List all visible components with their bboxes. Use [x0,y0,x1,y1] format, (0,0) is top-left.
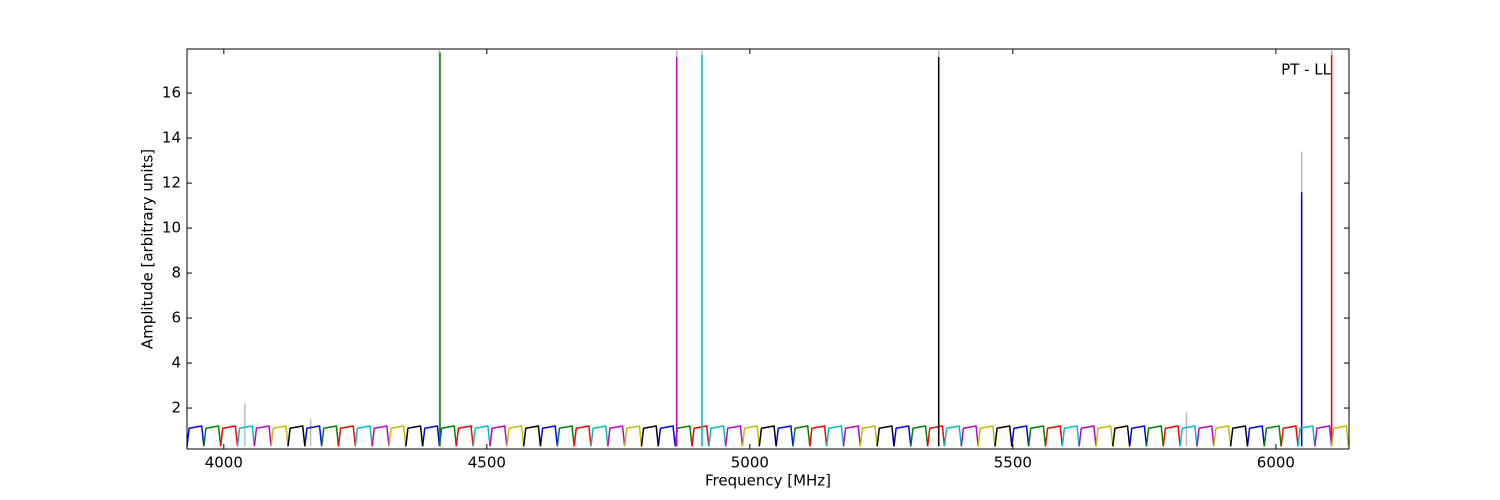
x-tick-label: 4000 [205,454,243,472]
x-axis-label: Frequency [MHz] [705,472,831,490]
plot-frame [186,48,1350,450]
y-tick-label: 2 [171,399,181,417]
spectrum-line [244,50,1333,447]
spectrum-line [236,54,1316,447]
x-tick-label: 5500 [994,454,1032,472]
y-tick-label: 14 [162,129,181,147]
y-tick-label: 6 [171,309,181,327]
x-tick-label: 6000 [1257,454,1295,472]
spectrum-line [270,425,1350,447]
y-axis-label: Amplitude [arbitrary units] [139,149,157,349]
x-tick-label: 4500 [468,454,506,472]
y-tick-label: 16 [162,84,181,102]
spectrum-line [186,192,1303,447]
spectrum-line [219,54,1333,447]
spectrum-line [253,57,1333,447]
spectrum-line [203,52,1282,447]
x-tick-label: 5000 [731,454,769,472]
y-tick-label: 8 [171,264,181,282]
y-tick-label: 10 [162,219,181,237]
y-tick-label: 4 [171,354,181,372]
annotation: PT - LL [1281,61,1332,79]
y-tick-label: 12 [162,174,181,192]
spectrum-line [287,57,1249,447]
